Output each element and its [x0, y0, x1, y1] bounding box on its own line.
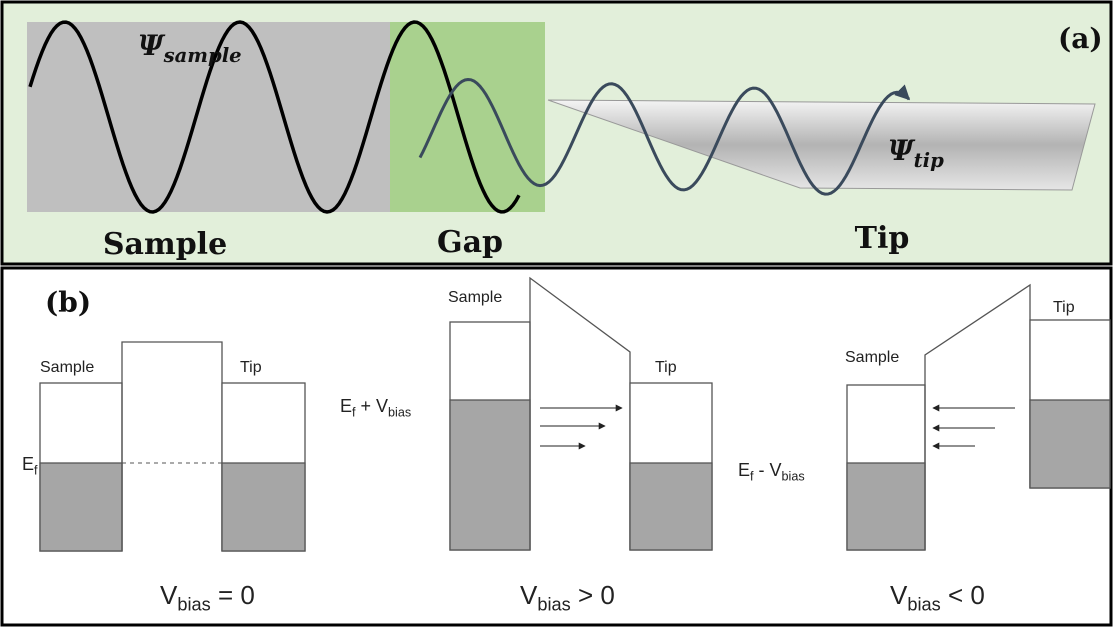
panel-label: (b): [45, 286, 91, 319]
subscript: bias: [388, 406, 411, 420]
text-part: = 0: [211, 580, 255, 610]
text-part: Ψ: [138, 29, 166, 62]
tip-label: Tip: [240, 359, 262, 376]
region-label: Gap: [437, 225, 503, 260]
text-part: - V: [754, 460, 782, 480]
region-label: Sample: [103, 227, 227, 262]
region-label: Tip: [855, 221, 910, 256]
text-part: V: [520, 580, 538, 610]
subscript: bias: [537, 595, 570, 615]
subscript: f: [34, 464, 38, 478]
subscript: bias: [782, 470, 805, 484]
subscript: tip: [914, 149, 944, 172]
sample-label: Sample: [448, 289, 502, 306]
text-part: < 0: [941, 580, 985, 610]
subscript: bias: [907, 595, 940, 615]
text-part: V: [890, 580, 908, 610]
sample-label: Sample: [40, 359, 94, 376]
gap-region: [390, 22, 545, 212]
figure: (a) Ψsample Ψtip Sample Gap Tip (b) Samp…: [0, 0, 1113, 628]
text-part: + V: [356, 396, 389, 416]
text-part: V: [160, 580, 178, 610]
panel-label: (a): [1058, 22, 1103, 55]
text-part: E: [22, 454, 34, 474]
subscript: sample: [163, 44, 242, 67]
text-part: E: [340, 396, 352, 416]
subscript: bias: [177, 595, 210, 615]
tip-label: Tip: [655, 359, 677, 376]
text-part: Ψ: [888, 134, 916, 167]
tip-label: Tip: [1053, 299, 1075, 316]
text-part: > 0: [571, 580, 615, 610]
sample-label: Sample: [845, 349, 899, 366]
text-part: E: [738, 460, 750, 480]
